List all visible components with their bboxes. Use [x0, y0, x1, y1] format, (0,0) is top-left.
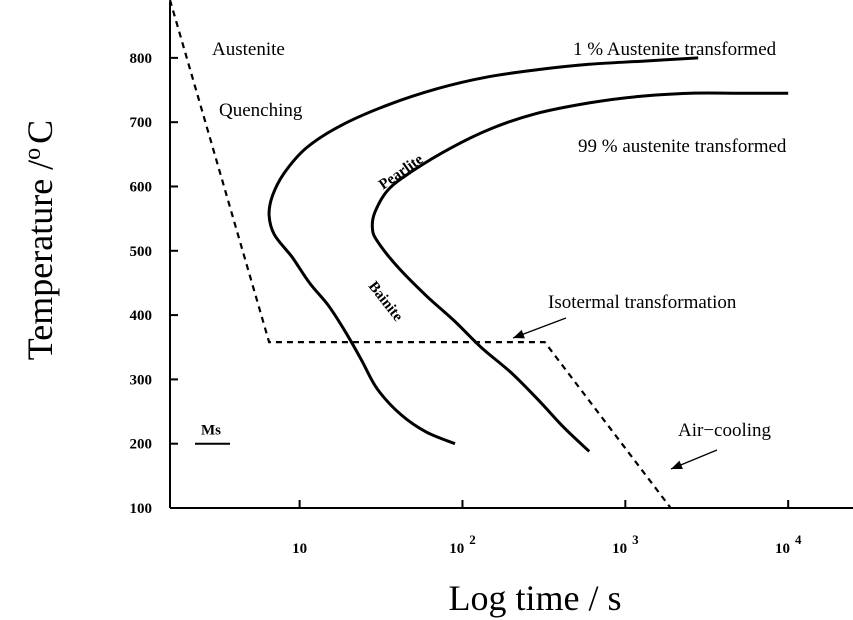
y-axis-title-main: Temperature / [20, 160, 60, 360]
y-axis-title-degree: o [20, 148, 46, 160]
pearlite-label: Pearlite [376, 151, 426, 193]
x-tick-label: 102 [449, 532, 476, 557]
air-cooling-arrow [670, 449, 718, 470]
x-tick-exponent: 4 [795, 532, 802, 547]
curves [168, 0, 789, 509]
start-curve [267, 56, 699, 446]
quench-curve [168, 0, 672, 509]
quenching-label: Quenching [219, 100, 303, 121]
isothermal-arrow [512, 317, 567, 339]
x-tick-exponent: 3 [632, 532, 639, 547]
x-tick-label: 103 [612, 532, 639, 557]
y-tick-label: 700 [130, 115, 153, 131]
y-ticks: 100 200 300 400 500 600 700 800 [130, 51, 178, 517]
austenite-label: Austenite [212, 39, 285, 60]
svg-text:Temperature /oC: Temperature /oC [20, 120, 60, 360]
y-tick-label: 800 [130, 51, 153, 67]
y-tick-label: 500 [130, 244, 153, 260]
finish-curve [370, 91, 789, 453]
y-tick-label: 100 [130, 501, 153, 517]
isothermal-label: Isotermal transformation [548, 292, 737, 313]
one-percent-label: 1 % Austenite transformed [573, 39, 777, 60]
y-tick-label: 400 [130, 308, 153, 324]
air-cooling-label: Air−cooling [678, 420, 772, 441]
x-tick-exponent: 2 [469, 532, 476, 547]
ninety-nine-percent-label: 99 % austenite transformed [578, 136, 787, 157]
x-tick-label: 104 [775, 532, 802, 557]
y-tick-label: 200 [130, 437, 153, 453]
x-tick-label: 10 [292, 541, 307, 557]
ms-label: Ms [201, 423, 221, 439]
y-axis-title: Temperature /oC [20, 120, 60, 360]
ms-marker: Ms [195, 423, 230, 445]
bainite-label: Bainite [365, 279, 406, 325]
y-axis-title-unit: C [20, 120, 60, 144]
x-axis-title: Log time / s [449, 578, 622, 618]
y-tick-label: 300 [130, 372, 153, 388]
y-tick-label: 600 [130, 179, 153, 195]
